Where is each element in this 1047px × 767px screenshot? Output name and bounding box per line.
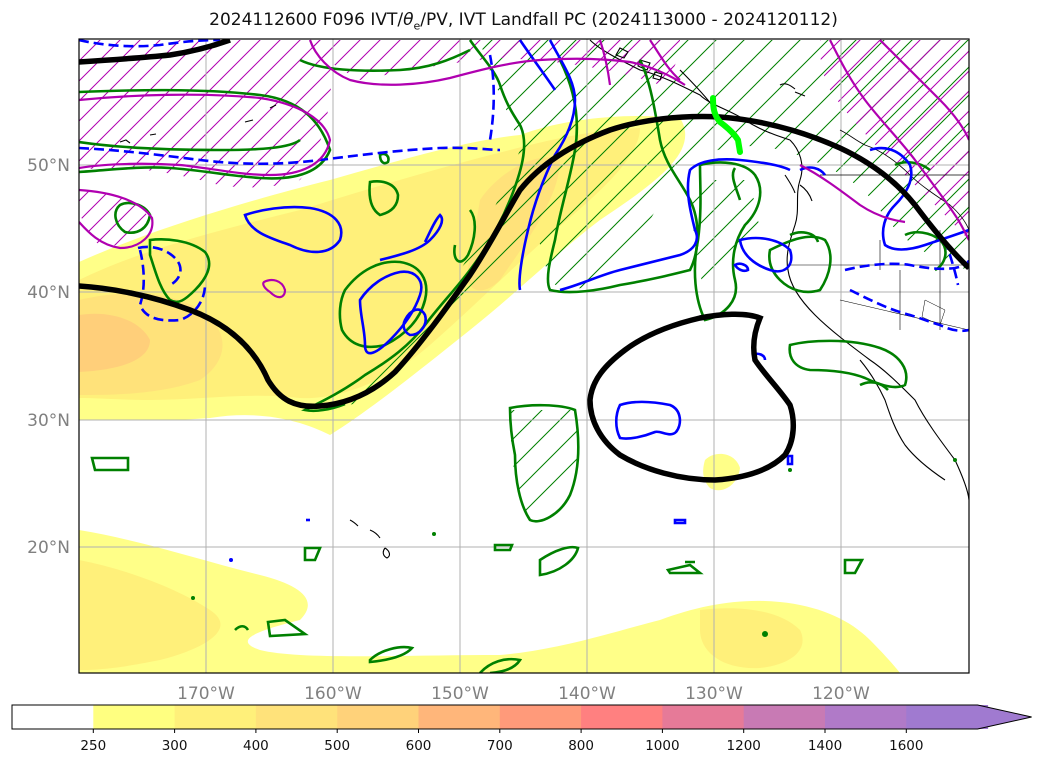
colorbar-tick-label: 700	[487, 738, 513, 754]
colorbar-segment	[12, 705, 94, 729]
landfall-segment	[710, 95, 743, 155]
ivt-colorbar: 250 300 400 500 600 700 800 1000 1200 1400 1600	[11, 704, 1032, 754]
colorbar-extend-arrow	[906, 705, 1032, 729]
colorbar-outline	[11, 704, 1032, 730]
lon-axis-labels: 170°W 160°W 150°W 140°W 130°W 120°W	[177, 684, 870, 704]
colorbar-segment	[825, 705, 907, 729]
colorbar-segment	[255, 705, 338, 729]
lat-label-40n: 40°N	[27, 283, 70, 303]
coastline	[119, 39, 969, 559]
map-title: 2024112600 F096 IVT/θe/PV, IVT Landfall …	[209, 10, 838, 33]
colorbar-segment	[499, 705, 582, 729]
pv-contours	[79, 39, 969, 525]
colorbar-tick-label: 800	[568, 738, 594, 754]
colorbar-tick-label: 250	[80, 738, 106, 754]
theta-e-hatch	[79, 40, 969, 520]
island-markers	[191, 458, 957, 637]
colorbar-tick-label: 1200	[727, 738, 761, 754]
lat-label-30n: 30°N	[27, 411, 70, 431]
graticule	[79, 39, 969, 673]
lon-label-160w: 160°W	[304, 684, 362, 704]
colorbar-tick-label: 1600	[889, 738, 923, 754]
colorbar-tick-label: 300	[162, 738, 188, 754]
lon-label-150w: 150°W	[431, 684, 489, 704]
lat-label-20n: 20°N	[27, 538, 70, 558]
lon-label-140w: 140°W	[558, 684, 616, 704]
colorbar-tick-label: 500	[324, 738, 350, 754]
landfall-pc-contours	[79, 39, 969, 483]
colorbar-segment	[662, 705, 745, 729]
colorbar-tick-label: 600	[406, 738, 432, 754]
colorbar-segment	[174, 705, 257, 729]
lon-label-120w: 120°W	[812, 684, 870, 704]
lat-label-50n: 50°N	[27, 156, 70, 176]
colorbar-tick-label: 1400	[808, 738, 842, 754]
colorbar-segment	[743, 705, 826, 729]
map-frame	[78, 38, 970, 674]
colorbar-tick-label: 400	[243, 738, 269, 754]
map-panel	[79, 39, 969, 673]
colorbar-segment	[93, 705, 176, 729]
lon-label-170w: 170°W	[177, 684, 235, 704]
lon-label-130w: 130°W	[685, 684, 743, 704]
pv-high-contours	[79, 39, 969, 299]
colorbar-segment	[337, 705, 419, 729]
colorbar-segment	[418, 705, 501, 729]
colorbar-tick-label: 1000	[645, 738, 679, 754]
colorbar-segment	[581, 705, 663, 729]
lat-axis-labels: 50°N 40°N 30°N 20°N	[27, 156, 70, 558]
